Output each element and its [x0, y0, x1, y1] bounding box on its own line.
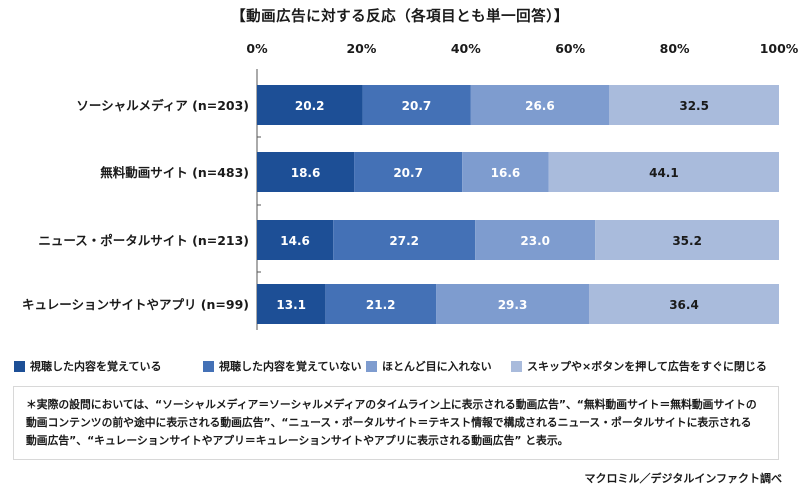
- category-label: ニュース・ポータルサイト (n=213): [38, 233, 249, 248]
- bars: 20.2 20.7 26.6 32.5 18.6 20.7 16.6 44.1 14.6 27.2…: [257, 85, 779, 324]
- legend-item: ほとんど目に入れない: [366, 358, 492, 374]
- legend-item: 視聴した内容を覚えていない: [203, 358, 361, 374]
- x-tick-label: 100%: [760, 41, 799, 56]
- bar-value-label: 13.1: [276, 298, 306, 312]
- bar-segment: [462, 152, 549, 192]
- bar-value-label: 26.6: [525, 99, 555, 113]
- legend-label: 視聴した内容を覚えていない: [219, 360, 362, 373]
- category-labels: ソーシャルメディア (n=203) 無料動画サイト (n=483) ニュース・ポータ…: [22, 98, 249, 312]
- bar-value-label: 18.6: [291, 166, 321, 180]
- legend-swatch: [14, 360, 25, 372]
- category-label: ソーシャルメディア (n=203): [76, 98, 249, 113]
- bar-value-label: 20.7: [393, 166, 423, 180]
- bar-segment: [470, 85, 610, 125]
- bar-segment: [588, 284, 779, 324]
- x-tick-labels: 0% 20% 40% 60% 80% 100%: [246, 41, 798, 56]
- bar-value-label: 44.1: [649, 166, 679, 180]
- source-credit: マクロミル／デジタルインファクト調べ: [584, 472, 782, 485]
- bar-value-label: 32.5: [679, 99, 709, 113]
- category-label: キュレーションサイトやアプリ (n=99): [22, 297, 249, 312]
- x-tick-label: 80%: [660, 41, 690, 56]
- bar-segment: [333, 220, 476, 260]
- bar-segment: [325, 284, 437, 324]
- bar-segment: [257, 284, 326, 324]
- bar-value-label: 23.0: [520, 234, 550, 248]
- bar-segment: [475, 220, 596, 260]
- chart-title: 【動画広告に対する反応（各項目とも単一回答）】: [231, 9, 569, 25]
- bar-value-label: 20.2: [295, 99, 325, 113]
- x-tick-label: 20%: [346, 41, 376, 56]
- category-label: 無料動画サイト (n=483): [100, 165, 249, 180]
- x-tick-label: 0%: [246, 41, 268, 56]
- bar-segment: [362, 85, 471, 125]
- legend-label: ほとんど目に入れない: [382, 360, 492, 373]
- stacked-bar-chart: 0% 20% 40% 60% 80% 100% ソーシャルメディア (n=203) 無料動画…: [22, 41, 799, 330]
- legend-label: スキップや×ボタンを押して広告をすぐに閉じる: [527, 360, 767, 373]
- chart-legend: 視聴した内容を覚えている 視聴した内容を覚えていない ほとんど目に入れない スキップや…: [14, 358, 800, 374]
- bar-segment: [257, 220, 334, 260]
- footnote-box: ＊実際の設問においては、“ソーシャルメディア＝ソーシャルメディアのタイムライン上…: [13, 386, 779, 460]
- legend-swatch: [203, 360, 214, 372]
- bar-segment: [257, 85, 363, 125]
- bar-value-label: 16.6: [491, 166, 521, 180]
- bar-segment: [548, 152, 779, 192]
- bar-value-label: 36.4: [669, 298, 699, 312]
- legend-swatch: [511, 360, 522, 372]
- legend-label: 視聴した内容を覚えている: [30, 360, 162, 373]
- bar-value-label: 14.6: [280, 234, 310, 248]
- legend-swatch: [366, 360, 377, 372]
- bar-value-label: 35.2: [672, 234, 702, 248]
- bar-segment: [609, 85, 779, 125]
- bar-segment: [436, 284, 589, 324]
- bar-value-label: 27.2: [389, 234, 419, 248]
- legend-item: 視聴した内容を覚えている: [14, 358, 161, 374]
- bar-value-label: 20.7: [402, 99, 432, 113]
- x-tick-label: 40%: [451, 41, 481, 56]
- footnote-text: ＊実際の設問においては、“ソーシャルメディア＝ソーシャルメディアのタイムライン上…: [26, 398, 757, 447]
- x-tick-label: 60%: [555, 41, 585, 56]
- bar-segment: [595, 220, 779, 260]
- bar-segment: [354, 152, 463, 192]
- bar-value-label: 29.3: [498, 298, 528, 312]
- bar-segment: [257, 152, 355, 192]
- legend-item: スキップや×ボタンを押して広告をすぐに閉じる: [511, 358, 767, 374]
- bar-value-label: 21.2: [366, 298, 396, 312]
